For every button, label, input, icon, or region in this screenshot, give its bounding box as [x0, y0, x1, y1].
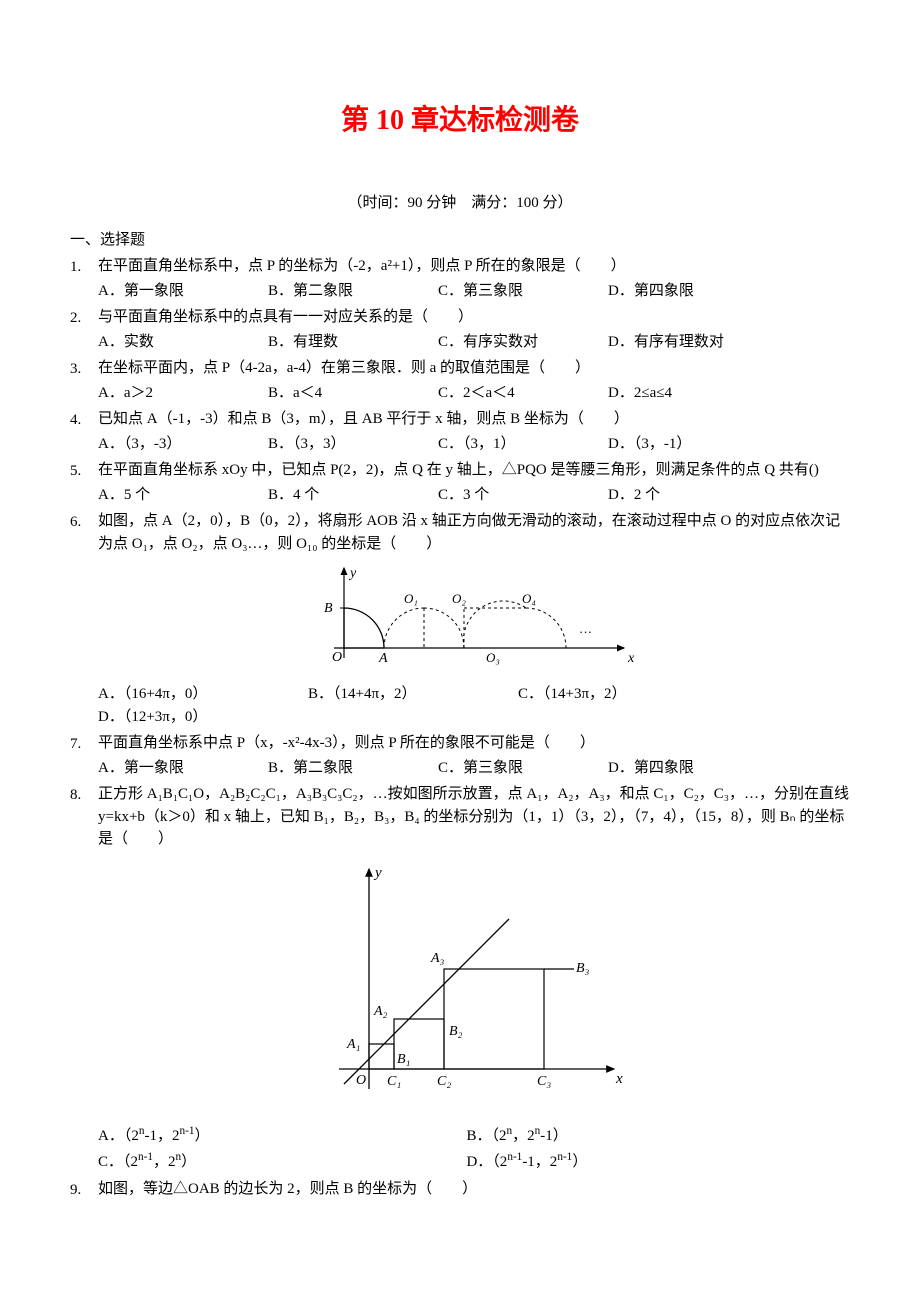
q1-choice-a: A．第一象限 [98, 280, 268, 303]
question-6: 6. 如图，点 A（2，0），B（0，2），将扇形 AOB 沿 x 轴正方向做无… [70, 510, 850, 728]
q8-choice-d: D．（2n-1-1，2n-1） [466, 1149, 834, 1174]
svg-text:x: x [615, 1071, 623, 1087]
svg-text:O: O [356, 1073, 366, 1088]
question-9: 9. 如图，等边△OAB 的边长为 2，则点 B 的坐标为（ ） [70, 1178, 850, 1203]
q8-choice-a: A．（2n-1，2n-1） [98, 1123, 466, 1148]
svg-text:x: x [627, 651, 635, 666]
q9-number: 9. [70, 1178, 98, 1202]
q3-number: 3. [70, 357, 98, 381]
q1-choice-d: D．第四象限 [608, 280, 778, 303]
q1-choice-c: C．第三象限 [438, 280, 608, 303]
q3-choice-a: A．a＞2 [98, 382, 268, 405]
svg-text:C₂: C₂ [437, 1074, 451, 1089]
svg-text:B₃: B₃ [576, 961, 590, 976]
q8-text: 正方形 A₁B₁C₁O，A₂B₂C₂C₁，A₃B₃C₃C₂，…按如图所示放置，点… [98, 783, 850, 851]
q6-number: 6. [70, 510, 98, 534]
q2-choice-b: B．有理数 [268, 331, 438, 354]
section-heading-1: 一、选择题 [70, 229, 850, 252]
q4-text: 已知点 A（-1，-3）和点 B（3，m），且 AB 平行于 x 轴，则点 B … [98, 408, 850, 431]
q1-choice-b: B．第二象限 [268, 280, 438, 303]
q1-number: 1. [70, 255, 98, 279]
q5-choice-b: B．4 个 [268, 484, 438, 507]
svg-text:A₁: A₁ [346, 1037, 360, 1052]
svg-text:y: y [348, 566, 357, 581]
q2-choice-d: D．有序有理数对 [608, 331, 778, 354]
q7-text: 平面直角坐标系中点 P（x，-x²-4x-3），则点 P 所在的象限不可能是（ … [98, 732, 850, 755]
q4-choice-d: D．（3，-1） [608, 433, 778, 456]
q9-text: 如图，等边△OAB 的边长为 2，则点 B 的坐标为（ ） [98, 1178, 850, 1201]
q3-text: 在坐标平面内，点 P（4-2a，a-4）在第三象限．则 a 的取值范围是（ ） [98, 357, 850, 380]
q3-choice-b: B．a＜4 [268, 382, 438, 405]
svg-text:…: … [579, 621, 592, 636]
question-8-choices: A．（2n-1，2n-1） B．（2n，2n-1） C．（2n-1，2n） D．… [70, 1123, 850, 1174]
page-title: 第 10 章达标检测卷 [70, 100, 850, 142]
q1-text: 在平面直角坐标系中，点 P 的坐标为（-2，a²+1），则点 P 所在的象限是（… [98, 255, 850, 278]
svg-text:O₁: O₁ [404, 591, 418, 606]
q6-choice-c: C．（14+3π，2） [518, 683, 728, 706]
q4-number: 4. [70, 408, 98, 432]
q6-choice-d: D．（12+3π，0） [98, 706, 308, 729]
svg-text:C₁: C₁ [387, 1074, 401, 1089]
svg-text:O: O [332, 650, 342, 665]
q7-choice-b: B．第二象限 [268, 757, 438, 780]
q5-choice-a: A．5 个 [98, 484, 268, 507]
q7-number: 7. [70, 732, 98, 756]
q7-choice-c: C．第三象限 [438, 757, 608, 780]
q3-choice-d: D．2≤a≤4 [608, 382, 778, 405]
q8-choice-c: C．（2n-1，2n） [98, 1149, 466, 1174]
question-5: 5. 在平面直角坐标系 xOy 中，已知点 P(2，2)，点 Q 在 y 轴上，… [70, 459, 850, 506]
q5-number: 5. [70, 459, 98, 483]
q3-choice-c: C．2＜a＜4 [438, 382, 608, 405]
q6-figure: y x O B A O₁ O₂ O₃ O₄ … [98, 563, 850, 673]
q2-choice-a: A．实数 [98, 331, 268, 354]
question-3: 3. 在坐标平面内，点 P（4-2a，a-4）在第三象限．则 a 的取值范围是（… [70, 357, 850, 404]
svg-text:B₂: B₂ [449, 1024, 463, 1039]
svg-text:A₂: A₂ [373, 1004, 388, 1019]
q8-number: 8. [70, 783, 98, 807]
subtitle: （时间：90 分钟 满分：100 分） [70, 192, 850, 215]
q4-choice-b: B．（3，3） [268, 433, 438, 456]
q8-choice-b: B．（2n，2n-1） [466, 1123, 834, 1148]
svg-text:B: B [324, 601, 333, 616]
q6-choice-a: A．（16+4π，0） [98, 683, 308, 706]
q7-choice-d: D．第四象限 [608, 757, 778, 780]
q2-text: 与平面直角坐标系中的点具有一一对应关系的是（ ） [98, 306, 850, 329]
q5-text: 在平面直角坐标系 xOy 中，已知点 P(2，2)，点 Q 在 y 轴上，△PQ… [98, 459, 850, 482]
svg-text:y: y [373, 865, 382, 881]
question-4: 4. 已知点 A（-1，-3）和点 B（3，m），且 AB 平行于 x 轴，则点… [70, 408, 850, 455]
svg-text:A: A [378, 651, 388, 666]
q5-choice-d: D．2 个 [608, 484, 778, 507]
q5-choice-c: C．3 个 [438, 484, 608, 507]
q8-figure: y x O A₁ A₂ A₃ B₁ B₂ B₃ C₁ C₂ C₃ [98, 859, 850, 1109]
q4-choice-a: A．（3，-3） [98, 433, 268, 456]
svg-text:O₄: O₄ [522, 591, 536, 606]
q2-choice-c: C．有序实数对 [438, 331, 608, 354]
question-1: 1. 在平面直角坐标系中，点 P 的坐标为（-2，a²+1），则点 P 所在的象… [70, 255, 850, 302]
q6-choice-b: B．（14+4π，2） [308, 683, 518, 706]
question-2: 2. 与平面直角坐标系中的点具有一一对应关系的是（ ） A．实数 B．有理数 C… [70, 306, 850, 353]
svg-text:B₁: B₁ [397, 1052, 410, 1067]
q2-number: 2. [70, 306, 98, 330]
svg-text:C₃: C₃ [537, 1074, 551, 1089]
svg-text:A₃: A₃ [430, 951, 445, 966]
question-7: 7. 平面直角坐标系中点 P（x，-x²-4x-3），则点 P 所在的象限不可能… [70, 732, 850, 779]
q6-text: 如图，点 A（2，0），B（0，2），将扇形 AOB 沿 x 轴正方向做无滑动的… [98, 510, 850, 555]
svg-text:O₂: O₂ [452, 591, 466, 606]
q7-choice-a: A．第一象限 [98, 757, 268, 780]
svg-text:O₃: O₃ [486, 650, 500, 665]
q4-choice-c: C．（3，1） [438, 433, 608, 456]
question-8: 8. 正方形 A₁B₁C₁O，A₂B₂C₂C₁，A₃B₃C₃C₂，…按如图所示放… [70, 783, 850, 1119]
